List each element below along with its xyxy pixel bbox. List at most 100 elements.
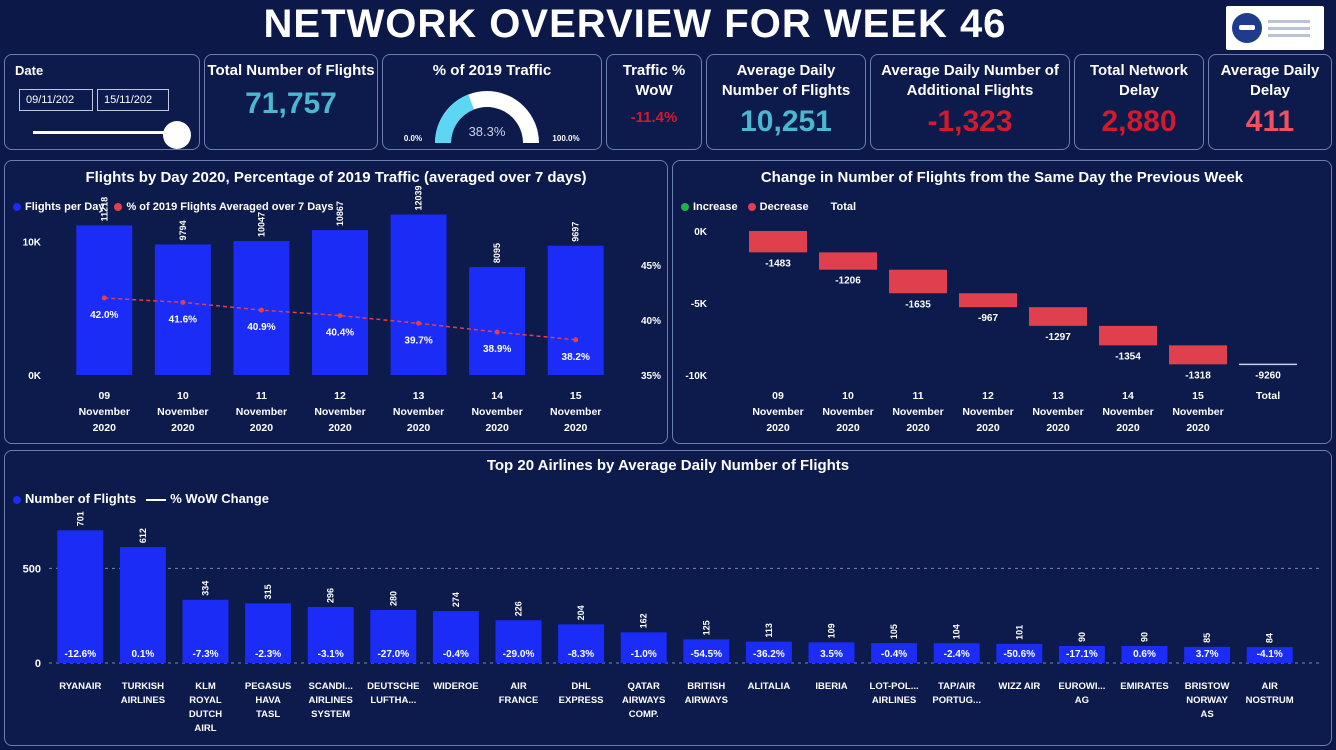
- bar: [154, 244, 211, 375]
- kpi-total-delay: Total Network Delay 2,880: [1074, 54, 1204, 150]
- line-value-label: 40.9%: [247, 322, 275, 333]
- start-date-input[interactable]: 09/11/202: [19, 89, 93, 111]
- x-tick-label: 2020: [906, 422, 930, 434]
- wow-change-label: -54.5%: [690, 649, 722, 660]
- line-value-label: 39.7%: [404, 335, 432, 346]
- legend-item-decrease[interactable]: Decrease: [747, 201, 809, 213]
- legend-item-line[interactable]: % of 2019 Flights Averaged over 7 Days: [114, 201, 334, 213]
- kpi-total-flights: Total Number of Flights 71,757: [204, 54, 378, 150]
- bar: [1058, 645, 1105, 663]
- kpi-label: Traffic % WoW: [622, 62, 686, 99]
- bar-value-label: 280: [388, 591, 398, 606]
- x-tick-label: November: [236, 406, 287, 418]
- bar-value-label: -1297: [1045, 332, 1071, 343]
- line-point: [258, 307, 264, 313]
- chart-title: Change in Number of Flights from the Sam…: [760, 169, 1244, 186]
- bar-value-label: 84: [1265, 633, 1275, 643]
- x-tick-label: FRANCE: [499, 695, 539, 706]
- bar: [1184, 646, 1231, 663]
- bar-value-label: 12039: [414, 185, 424, 210]
- legend-item-bars[interactable]: Flights per Day: [13, 201, 104, 213]
- x-tick-label: 11: [256, 390, 267, 402]
- x-tick-label: NORWAY: [1186, 695, 1228, 706]
- x-tick-label: November: [1172, 406, 1223, 418]
- x-tick-label: AIR: [1262, 681, 1279, 692]
- bar: [1121, 645, 1168, 663]
- waterfall-bar: [889, 269, 947, 294]
- y2-tick-label: 45%: [641, 261, 661, 272]
- bar-value-label: 204: [576, 605, 586, 620]
- bar-value-label: 10867: [335, 201, 345, 226]
- x-tick-label: November: [79, 406, 130, 418]
- x-tick-label: 13: [1052, 390, 1064, 402]
- kpi-value: -11.4%: [630, 109, 678, 126]
- wow-change-label: 3.5%: [820, 649, 843, 660]
- line-point: [101, 295, 107, 301]
- x-tick-label: 2020: [1116, 422, 1140, 434]
- line-point: [494, 329, 500, 335]
- x-tick-label: AIRWAYS: [685, 695, 728, 706]
- wow-change-label: -50.6%: [1003, 649, 1035, 660]
- wow-change-label: -7.3%: [192, 649, 218, 660]
- wow-change-label: 3.7%: [1196, 649, 1219, 660]
- legend-item-increase[interactable]: Increase: [681, 201, 738, 213]
- x-tick-label: SYSTEM: [311, 709, 350, 720]
- waterfall-bar: [1169, 345, 1227, 365]
- x-tick-label: November: [393, 406, 444, 418]
- legend-item-line[interactable]: % WoW Change: [146, 491, 269, 506]
- top-airlines-chart: 500 0 701 -12.6% RYANAIR 612 0.1% TURKISH AIRLIN…: [23, 511, 1323, 734]
- x-tick-label: 11: [912, 390, 923, 402]
- line-point: [180, 299, 186, 305]
- legend-item-bars[interactable]: Number of Flights: [13, 491, 136, 506]
- bar-value-label: 315: [263, 584, 273, 599]
- bar-value-label: 274: [451, 592, 461, 607]
- bar-value-label: -967: [978, 313, 998, 324]
- x-tick-label: 2020: [250, 422, 274, 434]
- bar-value-label: -1483: [765, 258, 791, 269]
- bar: [469, 267, 526, 375]
- date-range-slider[interactable]: [33, 131, 179, 134]
- chart-title: Flights by Day 2020, Percentage of 2019 …: [85, 169, 587, 186]
- bar: [245, 603, 292, 663]
- x-tick-label: 2020: [171, 422, 195, 434]
- wow-change-label: 0.6%: [1133, 649, 1156, 660]
- gauge-chart: 38.3% 0.0% 100.0%: [404, 90, 580, 143]
- wow-change-label: -17.1%: [1066, 649, 1098, 660]
- kpi-value: 2,880: [1101, 105, 1177, 138]
- x-tick-label: 15: [1192, 390, 1204, 402]
- kpi-value: 411: [1245, 105, 1295, 138]
- y-tick-label: 500: [23, 563, 41, 575]
- end-date-input[interactable]: 15/11/202: [97, 89, 169, 111]
- kpi-value: 71,757: [245, 87, 337, 120]
- x-tick-label: 2020: [407, 422, 431, 434]
- x-tick-label: LUFTHA...: [370, 695, 416, 706]
- slider-handle[interactable]: [163, 121, 191, 149]
- bar-value-label: 9697: [571, 222, 581, 242]
- bar-value-label: 90: [1140, 632, 1150, 642]
- bar-value-label: 162: [639, 613, 649, 628]
- wow-change-label: -2.3%: [255, 649, 281, 660]
- y2-tick-label: 40%: [641, 316, 661, 327]
- bar-value-label: 701: [75, 511, 85, 526]
- waterfall-bar: [959, 293, 1017, 308]
- gauge-fill: [435, 94, 475, 143]
- x-tick-label: HAVA: [255, 695, 281, 706]
- wow-change-label: -2.4%: [944, 649, 970, 660]
- x-tick-label: AIRWAYS: [622, 695, 665, 706]
- x-tick-label: 10: [842, 390, 854, 402]
- wow-change-label: -1.0%: [631, 649, 657, 660]
- x-tick-label: EXPRESS: [559, 695, 604, 706]
- x-tick-label: November: [550, 406, 601, 418]
- bar-value-label: 11218: [99, 197, 109, 222]
- kpi-value: -1,323: [927, 105, 1013, 138]
- kpi-label: Total Number of Flights: [207, 62, 375, 79]
- gauge-min: 0.0%: [404, 134, 422, 143]
- date-filter-label: Date: [15, 63, 44, 78]
- flight-change-chart: 0K -5K -10K -1483 09 November 2020 -1206 10 Novem…: [685, 227, 1297, 434]
- x-tick-label: WIZZ AIR: [998, 681, 1040, 692]
- wow-change-label: 0.1%: [132, 649, 155, 660]
- top-airlines-panel: Top 20 Airlines by Average Daily Number …: [4, 450, 1332, 746]
- bar: [620, 632, 667, 663]
- x-tick-label: QATAR: [628, 681, 661, 692]
- legend-item-total[interactable]: Total: [818, 201, 856, 213]
